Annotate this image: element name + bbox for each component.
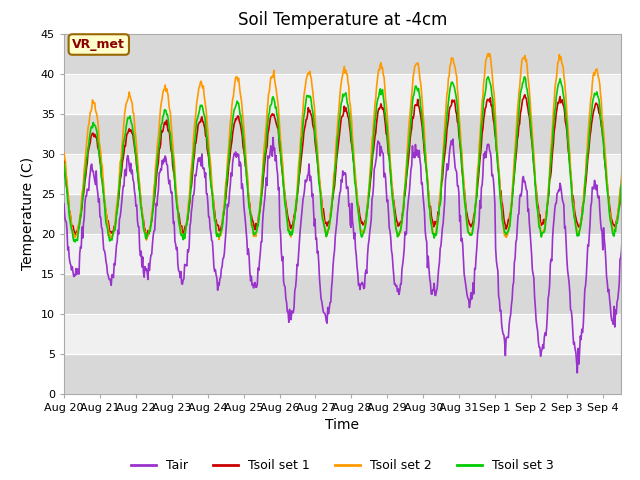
Title: Soil Temperature at -4cm: Soil Temperature at -4cm xyxy=(237,11,447,29)
Bar xyxy=(64,154,621,193)
Bar xyxy=(64,193,621,234)
Text: VR_met: VR_met xyxy=(72,38,125,51)
Bar xyxy=(64,354,621,394)
Bar xyxy=(64,34,621,73)
Bar xyxy=(64,234,621,274)
Bar xyxy=(64,114,621,154)
X-axis label: Time: Time xyxy=(325,418,360,432)
Bar xyxy=(64,313,621,354)
Legend: Tair, Tsoil set 1, Tsoil set 2, Tsoil set 3: Tair, Tsoil set 1, Tsoil set 2, Tsoil se… xyxy=(126,455,559,477)
Y-axis label: Temperature (C): Temperature (C) xyxy=(21,157,35,270)
Bar xyxy=(64,274,621,313)
Bar xyxy=(64,73,621,114)
